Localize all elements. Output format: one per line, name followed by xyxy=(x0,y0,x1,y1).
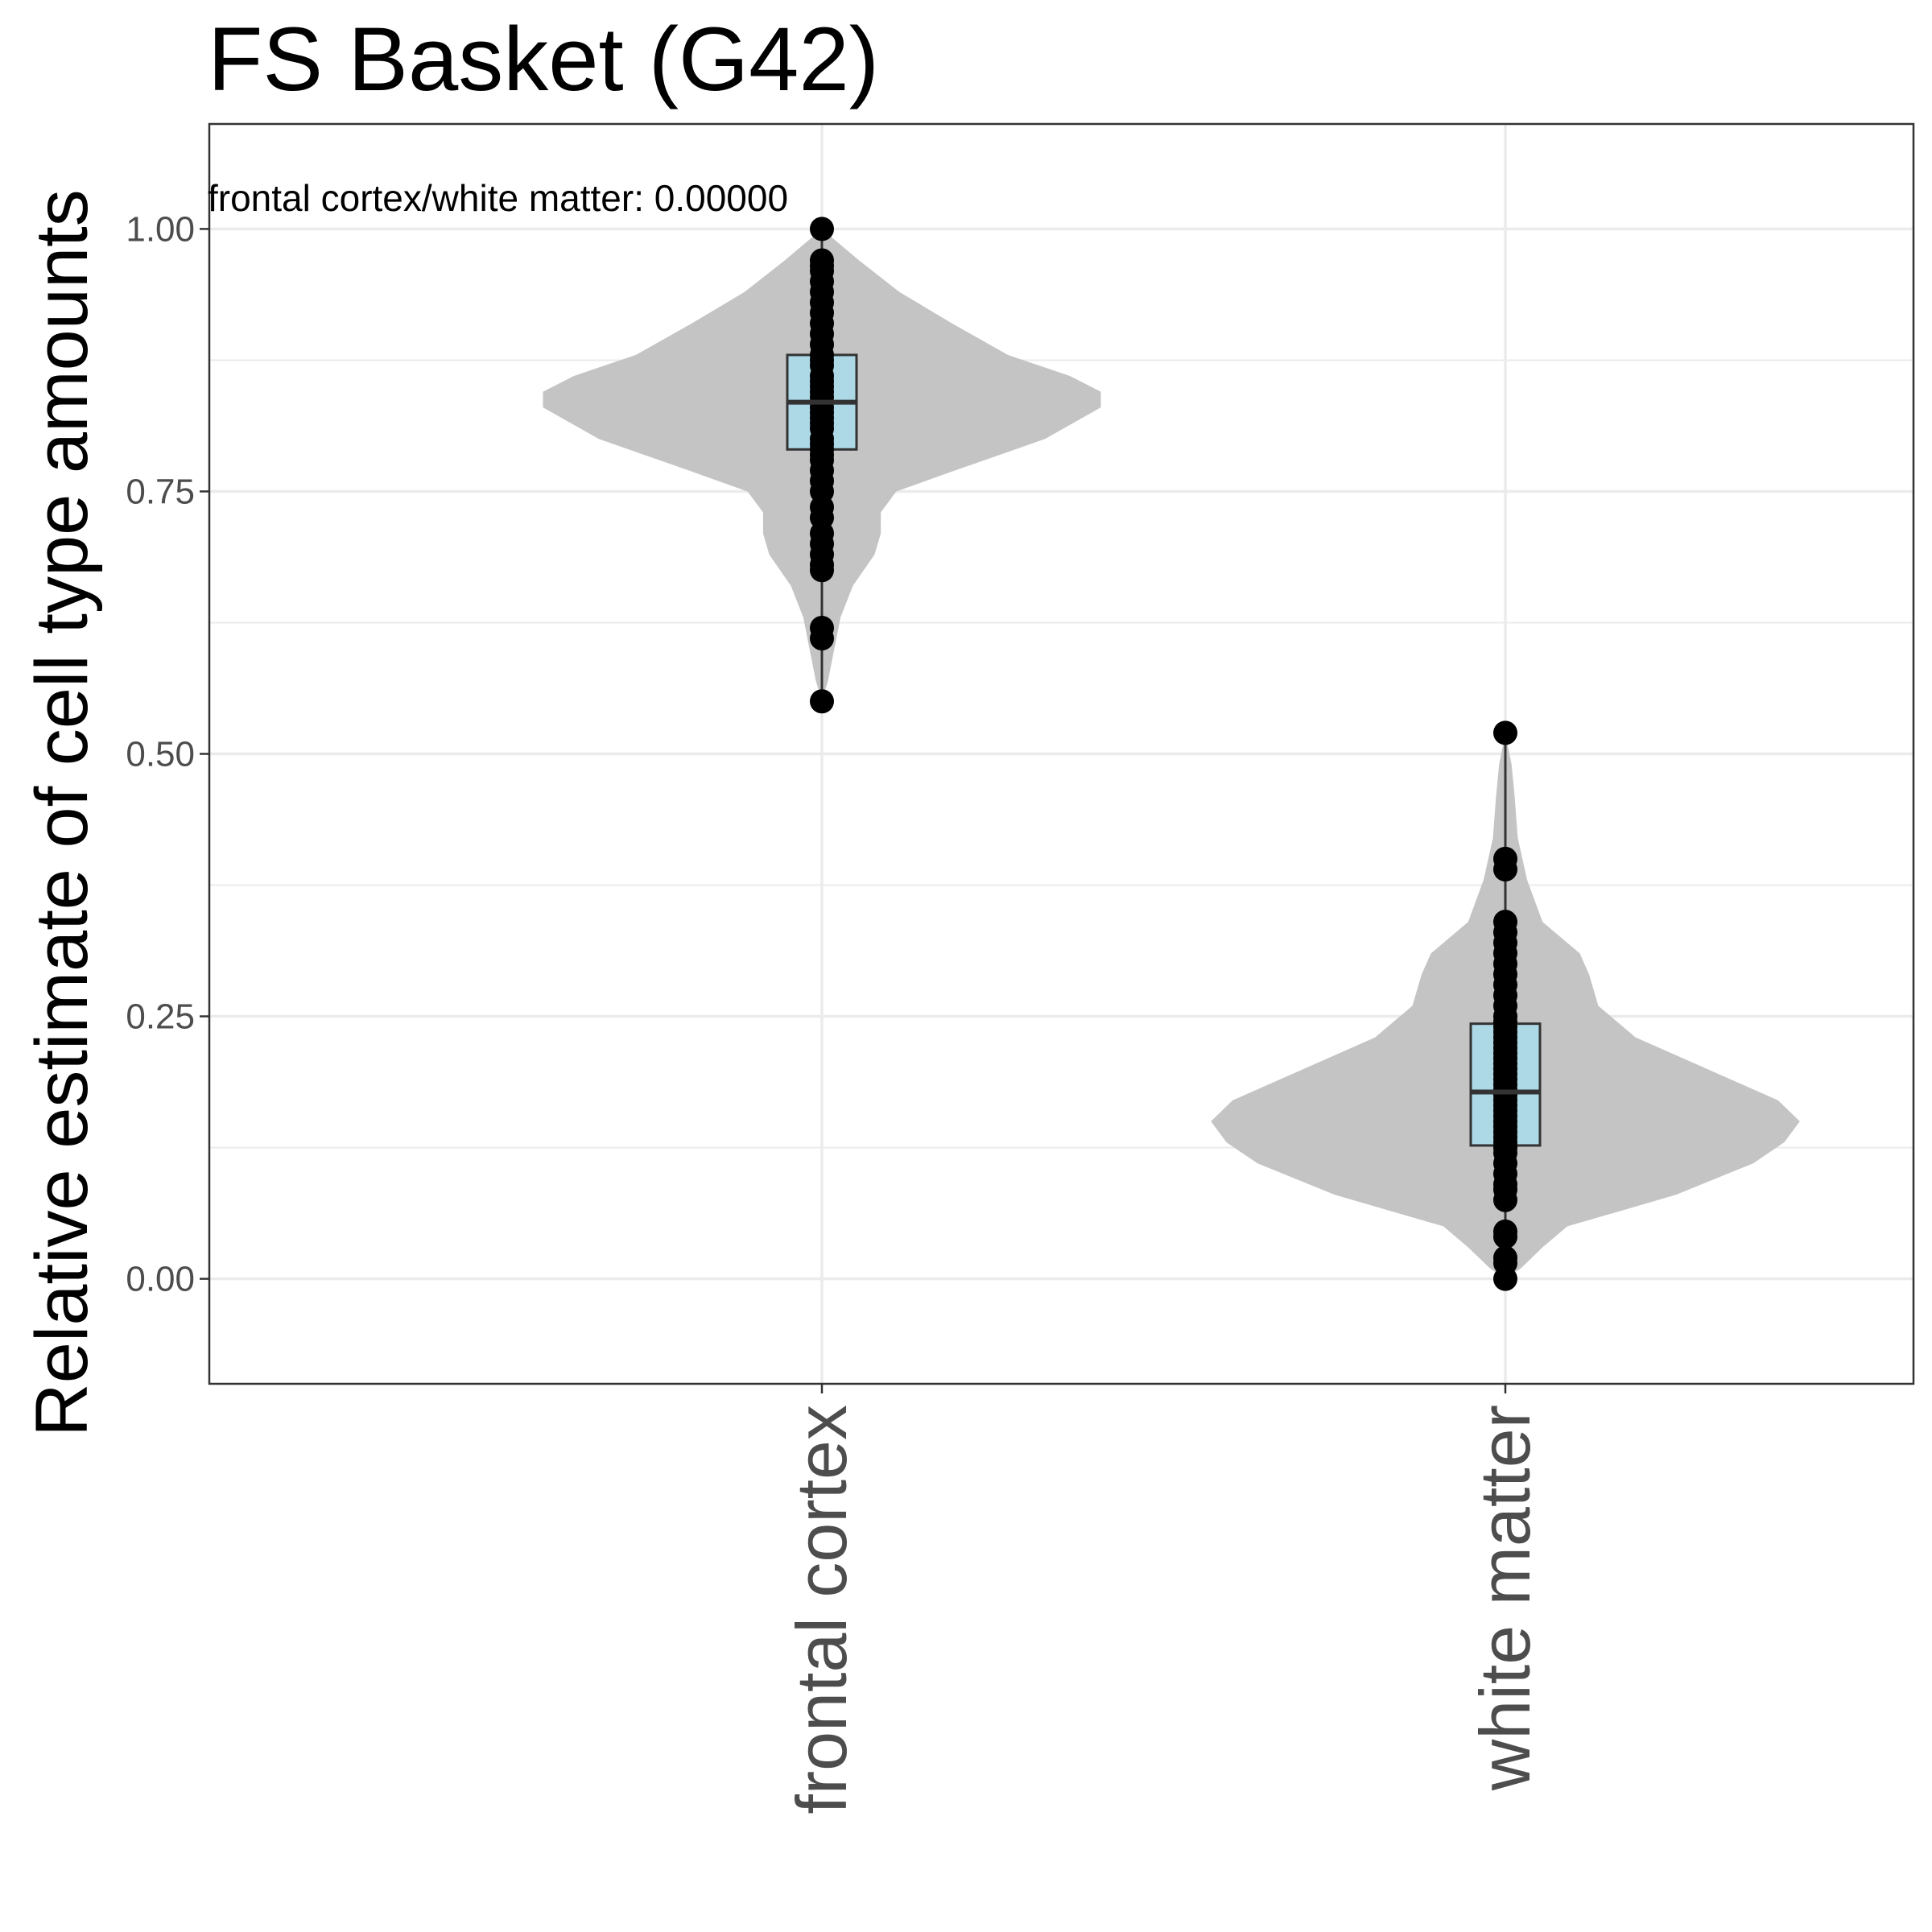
data-point xyxy=(1493,1224,1517,1249)
x-tick-label: white matter xyxy=(1465,1405,1545,1791)
y-tick-label: 0.25 xyxy=(126,997,195,1037)
data-point xyxy=(810,558,834,583)
data-point xyxy=(1493,1266,1517,1291)
y-axis-label: Relative estimate of cell type amounts xyxy=(21,189,103,1436)
data-point xyxy=(810,626,834,651)
y-tick-label: 0.00 xyxy=(126,1260,195,1299)
x-tick-label: frontal cortex xyxy=(782,1405,861,1814)
data-point xyxy=(1493,857,1517,881)
data-point xyxy=(810,689,834,714)
y-tick-label: 0.50 xyxy=(126,735,195,774)
comparison-annotation: frontal cortex/white matter: 0.00000 xyxy=(208,177,788,219)
data-point xyxy=(1493,720,1517,745)
data-point xyxy=(810,217,834,242)
data-point xyxy=(1493,1187,1517,1212)
y-tick-label: 1.00 xyxy=(126,209,195,249)
chart-title: FS Basket (G42) xyxy=(208,9,879,109)
axes: 0.00 0.25 0.50 0.75 1.00 frontal cortex white … xyxy=(126,209,1545,1814)
data-points xyxy=(787,217,1540,1291)
y-tick-label: 0.75 xyxy=(126,472,195,511)
